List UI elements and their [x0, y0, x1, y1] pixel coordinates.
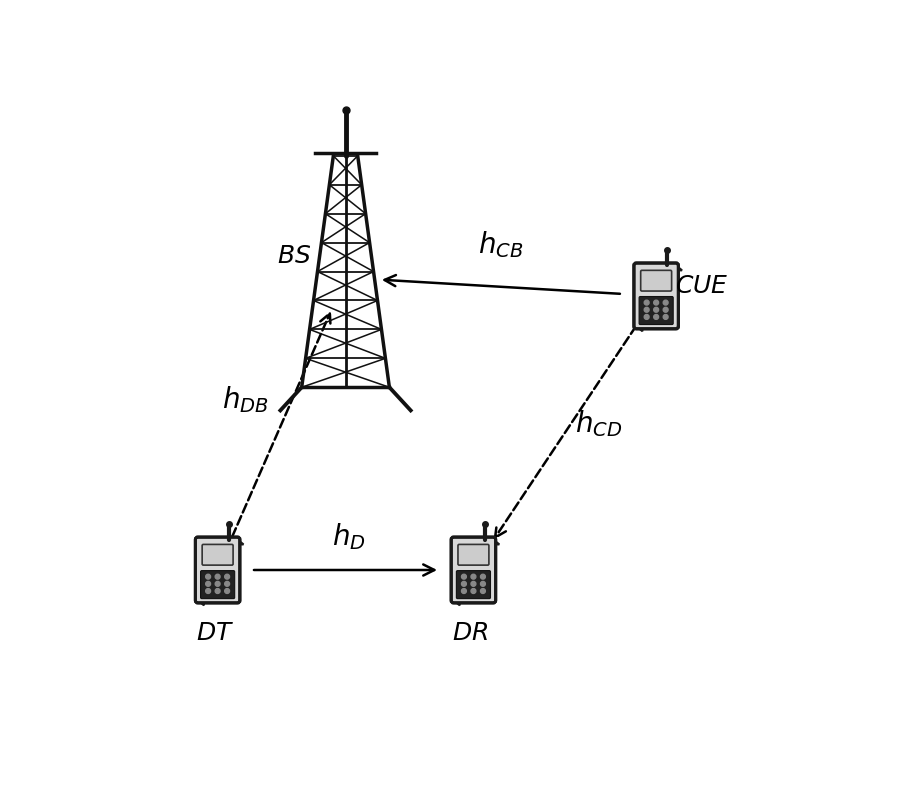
Polygon shape: [198, 539, 204, 605]
Polygon shape: [454, 539, 500, 544]
FancyBboxPatch shape: [201, 570, 235, 599]
Circle shape: [462, 589, 466, 593]
Text: $h_{D}$: $h_{D}$: [332, 521, 365, 552]
FancyBboxPatch shape: [634, 263, 679, 329]
Circle shape: [481, 581, 485, 586]
FancyBboxPatch shape: [202, 544, 233, 565]
Circle shape: [481, 574, 485, 579]
Polygon shape: [636, 266, 682, 271]
Circle shape: [206, 589, 211, 593]
Text: $h_{DB}$: $h_{DB}$: [221, 384, 268, 414]
Circle shape: [206, 574, 211, 579]
Text: $DR$: $DR$: [453, 623, 489, 645]
Text: $h_{CD}$: $h_{CD}$: [575, 408, 622, 439]
Circle shape: [225, 589, 230, 593]
Circle shape: [215, 574, 220, 579]
FancyBboxPatch shape: [451, 537, 496, 603]
Circle shape: [644, 315, 649, 320]
Polygon shape: [454, 539, 460, 605]
Circle shape: [215, 589, 220, 593]
Circle shape: [225, 574, 230, 579]
Circle shape: [644, 300, 649, 305]
Circle shape: [481, 589, 485, 593]
Circle shape: [653, 300, 659, 305]
Circle shape: [663, 308, 668, 312]
Text: $CUE$: $CUE$: [675, 275, 729, 298]
Circle shape: [462, 581, 466, 586]
Circle shape: [225, 581, 230, 586]
Circle shape: [663, 315, 668, 320]
Text: $DT$: $DT$: [195, 623, 234, 645]
Circle shape: [653, 315, 659, 320]
FancyBboxPatch shape: [641, 271, 671, 291]
FancyBboxPatch shape: [456, 570, 491, 599]
Text: $BS$: $BS$: [276, 245, 310, 268]
Circle shape: [215, 581, 220, 586]
FancyBboxPatch shape: [639, 297, 673, 324]
Circle shape: [462, 574, 466, 579]
Circle shape: [663, 300, 668, 305]
Text: $h_{CB}$: $h_{CB}$: [478, 229, 524, 259]
Circle shape: [471, 574, 476, 579]
Circle shape: [644, 308, 649, 312]
Polygon shape: [636, 266, 643, 331]
Polygon shape: [198, 539, 244, 544]
Circle shape: [653, 308, 659, 312]
FancyBboxPatch shape: [458, 544, 489, 565]
Circle shape: [471, 581, 476, 586]
Circle shape: [471, 589, 476, 593]
FancyBboxPatch shape: [195, 537, 240, 603]
Circle shape: [206, 581, 211, 586]
